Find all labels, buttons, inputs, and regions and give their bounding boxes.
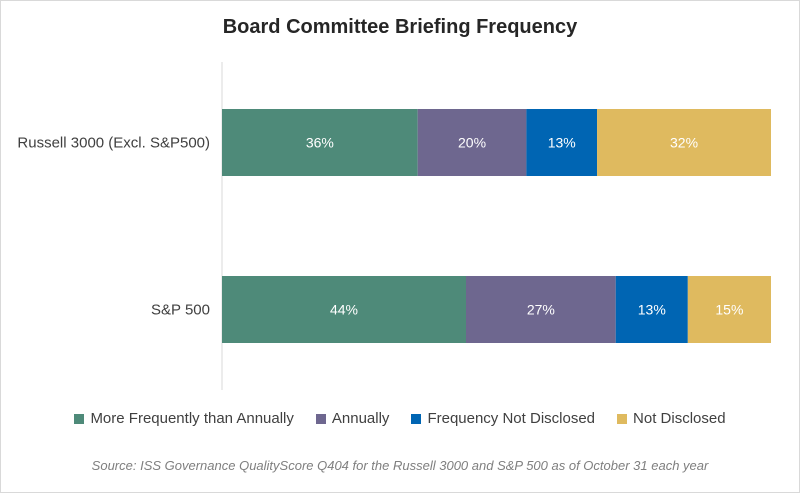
bar-segment xyxy=(222,276,466,343)
legend-label: Frequency Not Disclosed xyxy=(427,410,596,427)
data-label: 36% xyxy=(306,135,334,151)
legend-swatch xyxy=(411,413,422,424)
legend-label: Annually xyxy=(331,410,390,427)
data-label: 13% xyxy=(548,135,576,151)
legend-item-frequency-not-disclosed: Frequency Not Disclosed xyxy=(411,410,595,427)
source-note: Source: ISS Governance QualityScore Q404… xyxy=(91,458,709,473)
bar-segment xyxy=(687,276,771,343)
legend-swatch xyxy=(617,413,628,424)
bar-segment xyxy=(615,276,688,343)
legend-item-more-frequently: More Frequently than Annually xyxy=(74,410,294,427)
category-label: Russell 3000 (Excl. S&P500) xyxy=(17,135,210,152)
legend-item-annually: Annually xyxy=(315,410,390,427)
chart-plot: Russell 3000 (Excl. S&P500) 36% 20% 13% 32% S… xyxy=(17,62,771,390)
legend-label: More Frequently than Annually xyxy=(90,410,294,427)
category-label: S&P 500 xyxy=(151,302,210,319)
legend: More Frequently than Annually Annually F… xyxy=(0,410,800,427)
data-label: 27% xyxy=(527,302,555,318)
chart-title: Board Committee Briefing Frequency xyxy=(222,16,578,38)
bar-segment xyxy=(526,109,598,176)
legend-swatch xyxy=(315,413,326,424)
legend-item-not-disclosed: Not Disclosed xyxy=(617,410,726,427)
bar-segment xyxy=(222,109,418,176)
legend-swatch xyxy=(74,413,85,424)
data-label: 20% xyxy=(458,135,486,151)
bar-segment xyxy=(417,109,527,176)
bar-segment xyxy=(597,109,771,176)
legend-label: Not Disclosed xyxy=(633,410,726,427)
data-label: 32% xyxy=(670,135,698,151)
data-label: 15% xyxy=(715,302,743,318)
data-label: 13% xyxy=(638,302,666,318)
bar-segment xyxy=(466,276,616,343)
data-label: 44% xyxy=(330,302,358,318)
